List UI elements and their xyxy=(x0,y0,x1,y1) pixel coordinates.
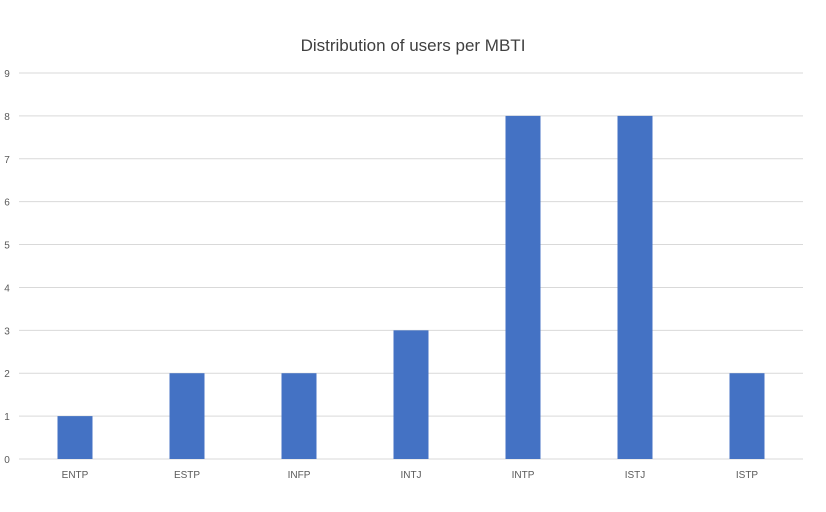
y-tick-label: 5 xyxy=(4,241,10,252)
x-axis-ticks: ENTP ESTP INFP INTJ INTP ISTJ ISTP xyxy=(62,470,759,481)
y-tick-label: 7 xyxy=(4,155,10,166)
x-tick-label-entp: ENTP xyxy=(62,470,89,481)
bar-intp xyxy=(505,115,541,459)
bar-entp xyxy=(57,416,93,459)
x-tick-label-istj: ISTJ xyxy=(625,470,646,481)
chart-title: Distribution of users per MBTI xyxy=(300,36,526,55)
bar-infp xyxy=(281,373,317,459)
y-tick-label: 8 xyxy=(4,112,10,123)
x-tick-label-infp: INFP xyxy=(288,470,311,481)
x-tick-label-estp: ESTP xyxy=(174,470,200,481)
x-tick-label-istp: ISTP xyxy=(736,470,759,481)
x-tick-label-intp: INTP xyxy=(512,470,535,481)
y-axis-ticks: 0 1 2 3 4 5 6 7 8 9 xyxy=(4,69,10,466)
bar-intj xyxy=(393,330,429,459)
y-tick-label: 9 xyxy=(4,69,10,80)
y-tick-label: 0 xyxy=(4,455,10,466)
bar-estp xyxy=(169,373,205,459)
bar-istp xyxy=(729,373,765,459)
y-tick-label: 6 xyxy=(4,198,10,209)
y-tick-label: 4 xyxy=(4,283,10,294)
y-tick-label: 3 xyxy=(4,326,10,337)
y-tick-label: 2 xyxy=(4,369,10,380)
y-tick-label: 1 xyxy=(4,412,10,423)
bar-istj xyxy=(617,115,653,459)
bars xyxy=(57,115,765,459)
x-tick-label-intj: INTJ xyxy=(400,470,421,481)
